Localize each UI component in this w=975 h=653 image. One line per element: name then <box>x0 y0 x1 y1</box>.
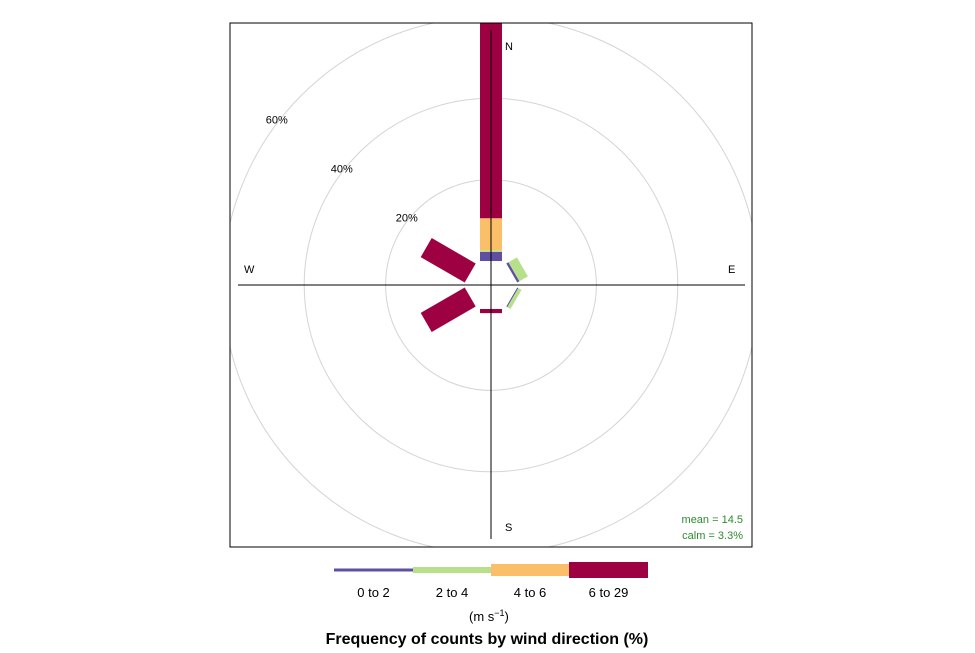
calm-stat: calm = 3.3% <box>682 530 743 542</box>
speed-legend: 0 to 2 2 to 4 4 to 6 6 to 29 <box>334 562 648 600</box>
paddle-60-bin-1 <box>508 257 528 282</box>
mean-stat: mean = 14.5 <box>682 514 743 526</box>
legend-swatch-0 <box>334 568 413 572</box>
unit-label: (m s−1) <box>469 608 509 624</box>
ring-labels: 20% 40% 60% <box>266 115 418 225</box>
compass-n: N <box>505 41 513 53</box>
compass-e: E <box>728 264 735 276</box>
legend-swatch-3 <box>569 562 648 578</box>
paddle-120-bin-1 <box>507 288 522 309</box>
ring-label-20: 20% <box>396 213 418 225</box>
legend-label-0: 0 to 2 <box>357 585 390 600</box>
legend-label-3: 6 to 29 <box>589 585 629 600</box>
plot-frame <box>229 22 753 548</box>
chart-title: Frequency of counts by wind direction (%… <box>326 631 649 648</box>
legend-swatch-2 <box>491 564 569 576</box>
paddle-60-bin-0 <box>506 262 520 283</box>
legend-label-2: 4 to 6 <box>514 585 547 600</box>
legend-swatch-1 <box>413 567 491 573</box>
paddle-120-bin-0 <box>506 287 519 308</box>
ring-label-60: 60% <box>266 115 288 127</box>
compass-w: W <box>244 264 255 276</box>
ring-label-40: 40% <box>331 164 353 176</box>
paddle-300-bin-3 <box>420 238 476 283</box>
legend-label-1: 2 to 4 <box>436 585 469 600</box>
compass-s: S <box>505 522 512 534</box>
paddle-240-bin-3 <box>420 287 476 332</box>
